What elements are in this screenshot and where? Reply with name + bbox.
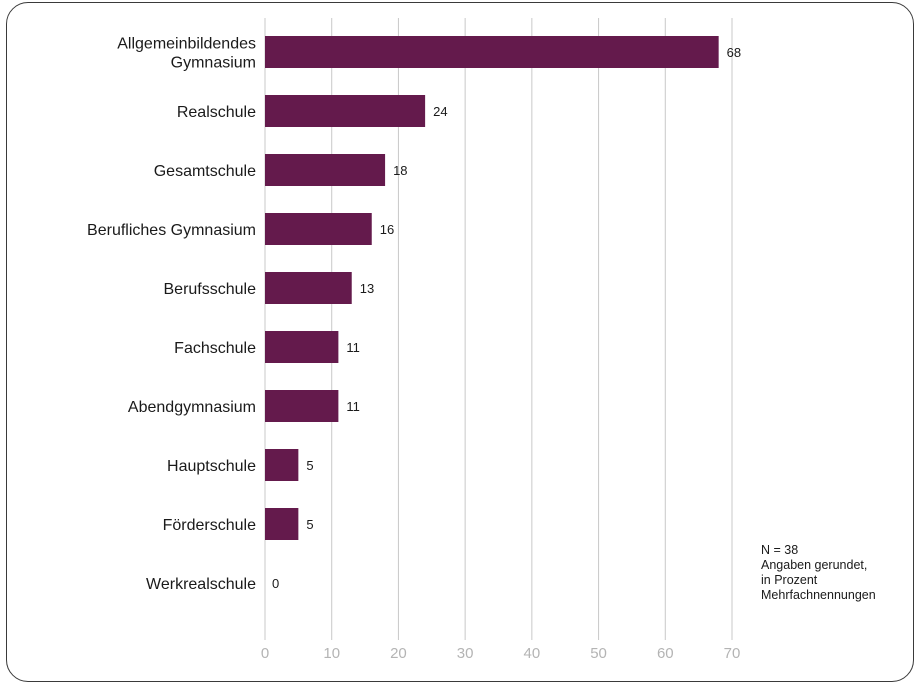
category-label: Berufliches Gymnasium [87, 222, 256, 239]
bar [265, 95, 426, 127]
bar [265, 213, 372, 245]
value-label: 11 [346, 340, 360, 355]
category-label: Förderschule [163, 517, 256, 534]
value-label: 11 [346, 399, 360, 414]
chart-note: N = 38 Angaben gerundet, in Prozent Mehr… [761, 543, 876, 603]
multiple-answers-note: Mehrfachnennungen [761, 588, 876, 602]
x-tick-label: 10 [323, 645, 340, 662]
category-label: Gesamtschule [154, 163, 256, 180]
value-label: 68 [727, 45, 741, 60]
category-label: Realschule [177, 104, 256, 121]
x-tick-label: 40 [524, 645, 541, 662]
bar [265, 272, 352, 304]
category-label: Werkrealschule [146, 576, 256, 593]
x-tick-label: 50 [590, 645, 607, 662]
x-tick-label: 60 [657, 645, 674, 662]
value-label: 5 [306, 458, 313, 473]
bar [265, 154, 386, 186]
bar [265, 449, 299, 481]
bar [265, 508, 299, 540]
x-tick-label: 20 [390, 645, 407, 662]
value-label: 5 [306, 517, 313, 532]
rounding-note: Angaben gerundet, [761, 558, 868, 572]
category-label: Abendgymnasium [128, 399, 256, 416]
category-label: Allgemeinbildendes Gymnasium [117, 36, 256, 72]
sample-size-note: N = 38 [761, 543, 799, 557]
category-label: Hauptschule [167, 458, 256, 475]
bar [265, 390, 339, 422]
value-label: 13 [360, 281, 374, 296]
value-label: 24 [433, 104, 447, 119]
value-label: 18 [393, 163, 407, 178]
bar [265, 331, 339, 363]
x-tick-label: 0 [261, 645, 269, 662]
x-tick-label: 30 [457, 645, 474, 662]
value-label: 0 [272, 576, 279, 591]
category-label: Berufsschule [164, 281, 257, 298]
unit-note: in Prozent [761, 573, 818, 587]
value-label: 16 [380, 222, 394, 237]
x-tick-label: 70 [724, 645, 741, 662]
category-label: Fachschule [174, 340, 256, 357]
bar [265, 36, 719, 68]
